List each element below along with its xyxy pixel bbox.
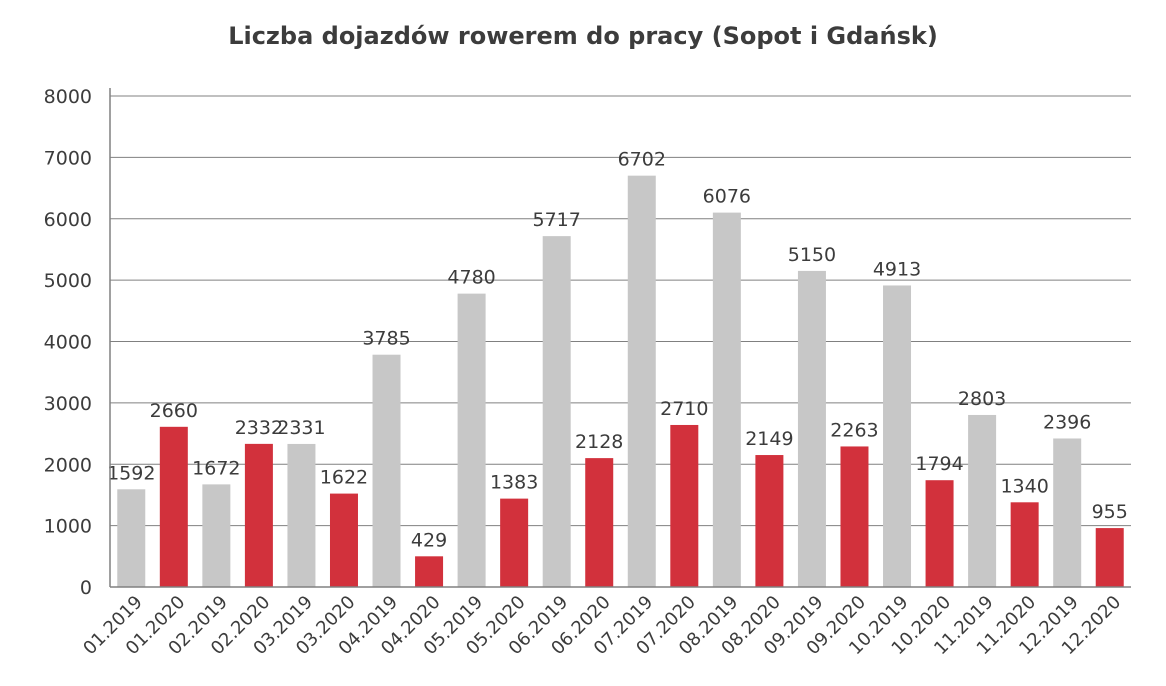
data-label: 1592 xyxy=(107,462,155,484)
bars xyxy=(117,175,1124,588)
y-tick-label: 3000 xyxy=(44,393,92,415)
y-tick-label: 2000 xyxy=(44,454,92,476)
bar xyxy=(1095,528,1124,587)
gridlines xyxy=(110,95,1131,527)
bar xyxy=(797,270,826,587)
data-label: 5717 xyxy=(533,209,581,231)
bar xyxy=(1010,502,1039,587)
data-label: 2396 xyxy=(1043,411,1091,433)
bar xyxy=(542,236,571,587)
bar xyxy=(755,455,784,587)
bar xyxy=(457,293,486,587)
data-label: 2332 xyxy=(235,417,283,439)
y-tick-label: 4000 xyxy=(44,332,92,354)
bar xyxy=(500,498,529,587)
bar xyxy=(287,443,316,587)
bar xyxy=(372,354,401,587)
chart-title: Liczba dojazdów rowerem do pracy (Sopot … xyxy=(228,22,938,50)
bar xyxy=(202,484,231,587)
bar xyxy=(585,458,614,587)
bar xyxy=(712,212,741,588)
data-label: 4780 xyxy=(447,267,495,289)
bar xyxy=(117,489,146,587)
data-label: 3785 xyxy=(362,328,410,350)
y-tick-label: 7000 xyxy=(44,147,92,169)
data-label: 6076 xyxy=(703,186,751,208)
bar xyxy=(159,426,188,587)
bar xyxy=(329,493,358,587)
data-label: 955 xyxy=(1092,501,1128,523)
data-label: 5150 xyxy=(788,244,836,266)
bar xyxy=(840,446,869,587)
bar xyxy=(670,424,699,587)
data-label: 1340 xyxy=(1000,475,1048,497)
data-label: 429 xyxy=(411,529,447,551)
data-label: 2263 xyxy=(830,419,878,441)
y-tick-label: 6000 xyxy=(44,209,92,231)
bar xyxy=(925,480,954,587)
data-label: 4913 xyxy=(873,258,921,280)
data-label: 2128 xyxy=(575,431,623,453)
data-label: 2803 xyxy=(958,388,1006,410)
bar xyxy=(1053,438,1082,587)
bar xyxy=(883,285,912,587)
y-tick-label: 5000 xyxy=(44,270,92,292)
y-tick-label: 0 xyxy=(80,577,92,599)
data-label: 1622 xyxy=(320,467,368,489)
data-label: 6702 xyxy=(618,149,666,171)
data-label: 1383 xyxy=(490,472,538,494)
data-label: 2331 xyxy=(277,417,325,439)
data-label: 2660 xyxy=(150,400,198,422)
bar xyxy=(627,175,656,588)
y-tick-label: 8000 xyxy=(44,86,92,108)
data-label: 1672 xyxy=(192,457,240,479)
data-label: 1794 xyxy=(915,453,963,475)
bar xyxy=(244,443,273,587)
bar xyxy=(968,414,997,587)
y-tick-label: 1000 xyxy=(44,516,92,538)
data-label: 2149 xyxy=(745,428,793,450)
data-label: 2710 xyxy=(660,398,708,420)
bar xyxy=(415,556,444,587)
